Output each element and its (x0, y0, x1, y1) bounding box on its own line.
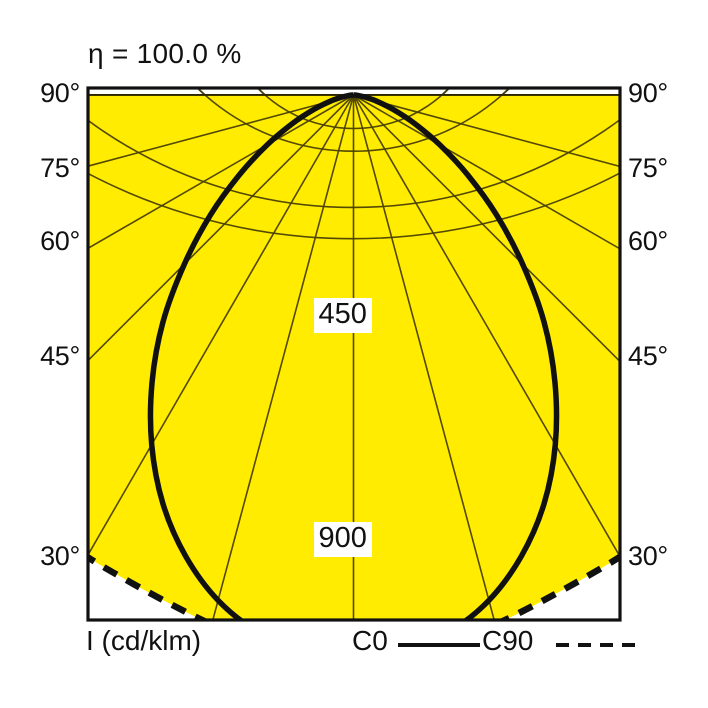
axis-tick-left-45: 45° (40, 341, 80, 371)
axis-tick-left-90: 90° (40, 78, 80, 108)
efficiency-label: η = 100.0 % (88, 38, 242, 69)
axis-tick-right-60: 60° (628, 226, 668, 256)
ring-label-inner: 450 (313, 298, 372, 333)
axis-tick-left-75: 75° (40, 153, 80, 183)
axis-tick-right-45: 45° (628, 341, 668, 371)
legend-c90-label: C90 (482, 625, 534, 656)
axis-tick-left-30: 30° (40, 541, 80, 571)
axis-tick-left-60: 60° (40, 226, 80, 256)
distribution-curves (88, 92, 620, 620)
legend-c90-line (556, 643, 638, 647)
legend-c0-label: C0 (352, 625, 388, 656)
legend: I (cd/klm) C0 C90 (0, 625, 708, 669)
legend-c0-line (398, 643, 480, 647)
axis-tick-right-75: 75° (628, 153, 668, 183)
ring-label-outer: 900 (313, 522, 372, 557)
plot-frame (86, 86, 622, 622)
axis-tick-right-90: 90° (628, 78, 668, 108)
axis-tick-right-30: 30° (628, 541, 668, 571)
legend-unit-label: I (cd/klm) (86, 625, 202, 656)
